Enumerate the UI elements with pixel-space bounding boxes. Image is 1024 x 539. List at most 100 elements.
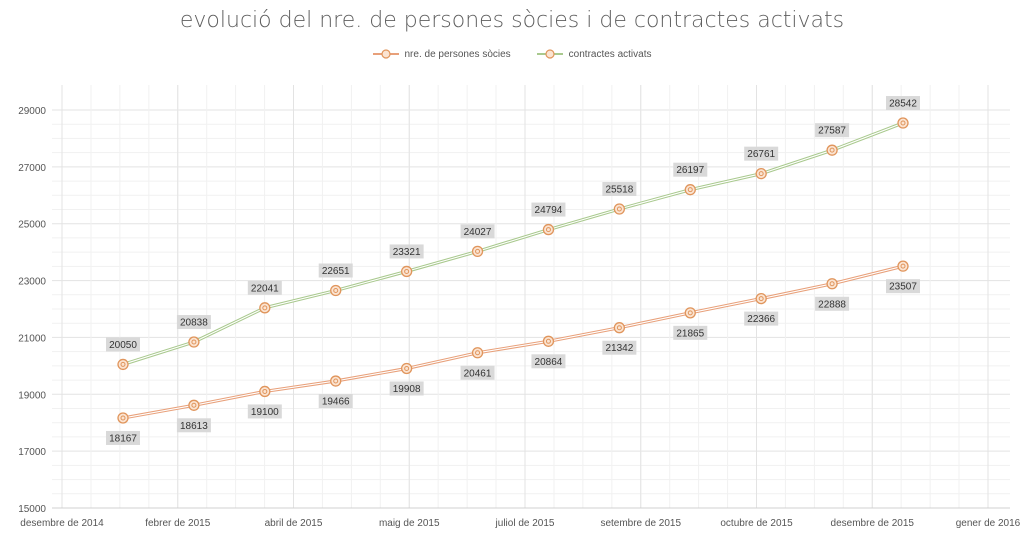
data-point-inner-s1 — [262, 388, 268, 394]
data-point-s2 — [684, 184, 696, 196]
data-point-inner-s2 — [475, 248, 481, 254]
legend-item-series-2: contractes activats — [536, 48, 652, 60]
x-tick-label: desembre de 2014 — [20, 518, 104, 529]
data-label-box — [106, 430, 140, 445]
legend-marker-series-2 — [536, 49, 563, 59]
data-point-inner-s2 — [545, 227, 551, 233]
data-label-box — [318, 394, 353, 409]
data-point-s2 — [259, 302, 271, 314]
legend-label-series-1: nre. de persones sòcies — [404, 48, 511, 60]
data-point-s1 — [400, 362, 413, 375]
data-label: 19100 — [251, 407, 279, 418]
data-point-s1 — [755, 292, 767, 305]
data-point-s1 — [259, 385, 271, 398]
data-label: 20838 — [180, 318, 208, 329]
data-point-inner-s2 — [191, 339, 197, 345]
data-point-s1 — [897, 260, 909, 272]
data-label: 21342 — [605, 343, 633, 354]
data-label-box — [744, 146, 779, 161]
data-label: 22651 — [322, 266, 350, 277]
data-point-s1 — [826, 278, 838, 290]
data-label-box — [815, 123, 850, 138]
data-label: 22888 — [818, 299, 846, 310]
x-tick-label: octubre de 2015 — [720, 518, 793, 529]
data-point-s1 — [471, 347, 484, 359]
data-label-box — [744, 311, 779, 326]
series-line-inner-2 — [122, 122, 904, 365]
data-point-inner-s2 — [900, 120, 906, 126]
data-point-inner-s1 — [545, 338, 551, 344]
data-point-s2 — [755, 168, 767, 180]
data-point-s2 — [613, 203, 626, 215]
y-tick-label: 17000 — [18, 447, 46, 458]
data-point-s2 — [188, 336, 200, 348]
data-label-box — [886, 279, 920, 294]
data-label-box — [673, 325, 708, 340]
data-point-s2 — [117, 358, 129, 371]
x-tick-label: abril de 2015 — [265, 518, 323, 529]
data-point-s1 — [684, 307, 696, 319]
data-label: 26761 — [747, 149, 775, 160]
data-label-box — [318, 263, 353, 278]
legend: nre. de persones sòcies contractes activ… — [0, 48, 1024, 60]
x-tick-label: setembre de 2015 — [600, 518, 681, 529]
x-tick-label: juliol de 2015 — [495, 518, 555, 529]
data-point-s1 — [330, 375, 342, 387]
data-point-inner-s1 — [687, 310, 693, 316]
data-label: 20864 — [535, 357, 563, 368]
data-point-inner-s2 — [404, 268, 410, 274]
data-label-box — [531, 354, 566, 369]
data-label-box — [176, 315, 211, 330]
data-label: 28542 — [889, 99, 917, 110]
data-label: 23507 — [889, 282, 917, 293]
data-point-s2 — [542, 223, 555, 236]
data-point-inner-s1 — [829, 281, 835, 287]
legend-marker-series-1 — [372, 49, 399, 59]
legend-label-series-2: contractes activats — [568, 48, 652, 60]
data-point-inner-s1 — [475, 350, 481, 356]
data-point-inner-s1 — [616, 325, 622, 331]
data-label-box — [531, 202, 566, 217]
data-point-inner-s2 — [120, 361, 126, 367]
series-line-1 — [122, 264, 904, 420]
data-point-s1 — [542, 335, 555, 347]
data-point-s2 — [330, 284, 342, 297]
data-point-inner-s1 — [758, 296, 764, 302]
data-point-inner-s2 — [262, 305, 268, 311]
data-label-box — [673, 162, 708, 177]
x-tick-label: maig de 2015 — [379, 518, 440, 529]
y-tick-label: 19000 — [18, 390, 46, 401]
data-point-s1 — [613, 322, 626, 334]
data-point-s1 — [117, 412, 129, 424]
data-label: 27587 — [818, 126, 846, 137]
data-point-inner-s1 — [900, 263, 906, 269]
data-point-inner-s1 — [404, 365, 410, 371]
y-tick-label: 23000 — [18, 277, 46, 288]
series-line-2 — [122, 121, 904, 366]
data-label: 19466 — [322, 397, 350, 408]
data-label-box — [176, 418, 211, 433]
data-label: 19908 — [393, 384, 421, 395]
data-label-box — [602, 340, 637, 355]
legend-item-series-1: nre. de persones sòcies — [372, 48, 511, 60]
data-label: 23321 — [393, 247, 421, 258]
x-tick-label: febrer de 2015 — [145, 518, 210, 529]
data-label-box — [886, 96, 920, 111]
data-point-s2 — [826, 144, 838, 156]
x-tick-label: desembre de 2015 — [831, 518, 915, 529]
data-label-box — [247, 280, 282, 295]
data-label: 20461 — [464, 368, 492, 379]
data-point-s2 — [897, 117, 909, 129]
x-tick-label: gener de 2016 — [956, 518, 1021, 529]
y-tick-label: 15000 — [18, 504, 46, 515]
data-point-inner-s1 — [120, 415, 126, 421]
data-label: 24794 — [535, 205, 563, 216]
data-point-inner-s2 — [687, 187, 693, 193]
data-label-box — [389, 244, 424, 259]
data-point-inner-s1 — [191, 402, 197, 408]
y-tick-label: 27000 — [18, 163, 46, 174]
data-label: 22366 — [747, 314, 775, 325]
data-label: 20050 — [109, 340, 137, 351]
chart-title: evolució del nre. de persones sòcies i d… — [179, 8, 845, 33]
